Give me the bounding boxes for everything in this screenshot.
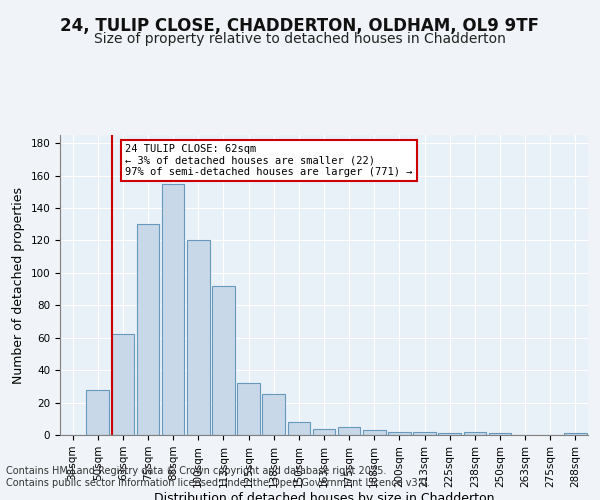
Bar [464,432,486,435]
Bar [212,286,235,435]
Text: Contains HM Land Registry data © Crown copyright and database right 2025.
Contai: Contains HM Land Registry data © Crown c… [6,466,430,487]
Bar [187,240,209,435]
Bar [86,390,109,435]
Bar [237,383,260,435]
X-axis label: Distribution of detached houses by size in Chadderton: Distribution of detached houses by size … [154,492,494,500]
Bar [112,334,134,435]
Text: 24 TULIP CLOSE: 62sqm
← 3% of detached houses are smaller (22)
97% of semi-detac: 24 TULIP CLOSE: 62sqm ← 3% of detached h… [125,144,413,177]
Bar [564,434,587,435]
Bar [439,434,461,435]
Bar [287,422,310,435]
Bar [162,184,184,435]
Bar [262,394,285,435]
Text: Size of property relative to detached houses in Chadderton: Size of property relative to detached ho… [94,32,506,46]
Bar [313,428,335,435]
Text: 24, TULIP CLOSE, CHADDERTON, OLDHAM, OL9 9TF: 24, TULIP CLOSE, CHADDERTON, OLDHAM, OL9… [61,18,539,36]
Bar [388,432,411,435]
Bar [488,434,511,435]
Bar [413,432,436,435]
Bar [137,224,160,435]
Y-axis label: Number of detached properties: Number of detached properties [12,186,25,384]
Bar [338,427,361,435]
Bar [363,430,386,435]
